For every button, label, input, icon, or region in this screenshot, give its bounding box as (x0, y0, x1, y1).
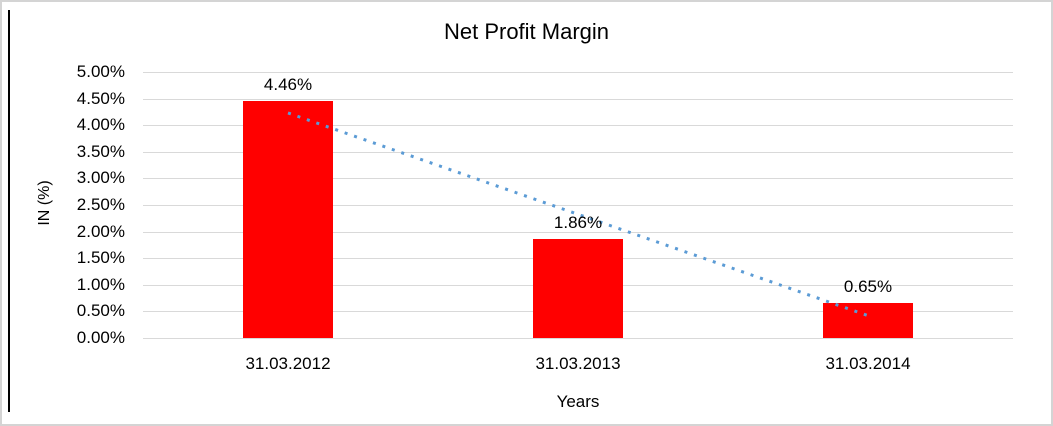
y-tick-label: 1.00% (76, 274, 125, 294)
y-tick-label: 4.50% (76, 88, 125, 108)
y-tick-label: 2.00% (76, 221, 125, 241)
data-label: 4.46% (263, 75, 313, 94)
document-cell-border (8, 10, 10, 412)
y-tick-label: 5.00% (76, 62, 125, 81)
data-label: 1.86% (553, 213, 603, 232)
y-tick-label: 1.50% (76, 248, 125, 268)
y-tick-label: 0.50% (76, 301, 125, 321)
gridline (143, 98, 1013, 100)
gridline (143, 338, 1013, 339)
x-axis-tick-label: 31.03.2014 (825, 354, 911, 373)
x-axis-tick-label: 31.03.2013 (535, 354, 621, 373)
y-tick-label: 2.50% (76, 195, 125, 214)
chart-title: Net Profit Margin (443, 19, 610, 44)
x-axis-title: Years (556, 392, 600, 411)
x-axis-tick-label: 31.03.2012 (245, 354, 331, 373)
y-tick-label: 3.00% (76, 168, 125, 188)
y-tick-label: 3.50% (76, 141, 125, 161)
y-tick-label: 0.00% (76, 328, 125, 347)
data-label: 0.65% (843, 277, 893, 296)
gridline (143, 72, 1013, 73)
y-tick-label: 4.00% (76, 115, 125, 135)
